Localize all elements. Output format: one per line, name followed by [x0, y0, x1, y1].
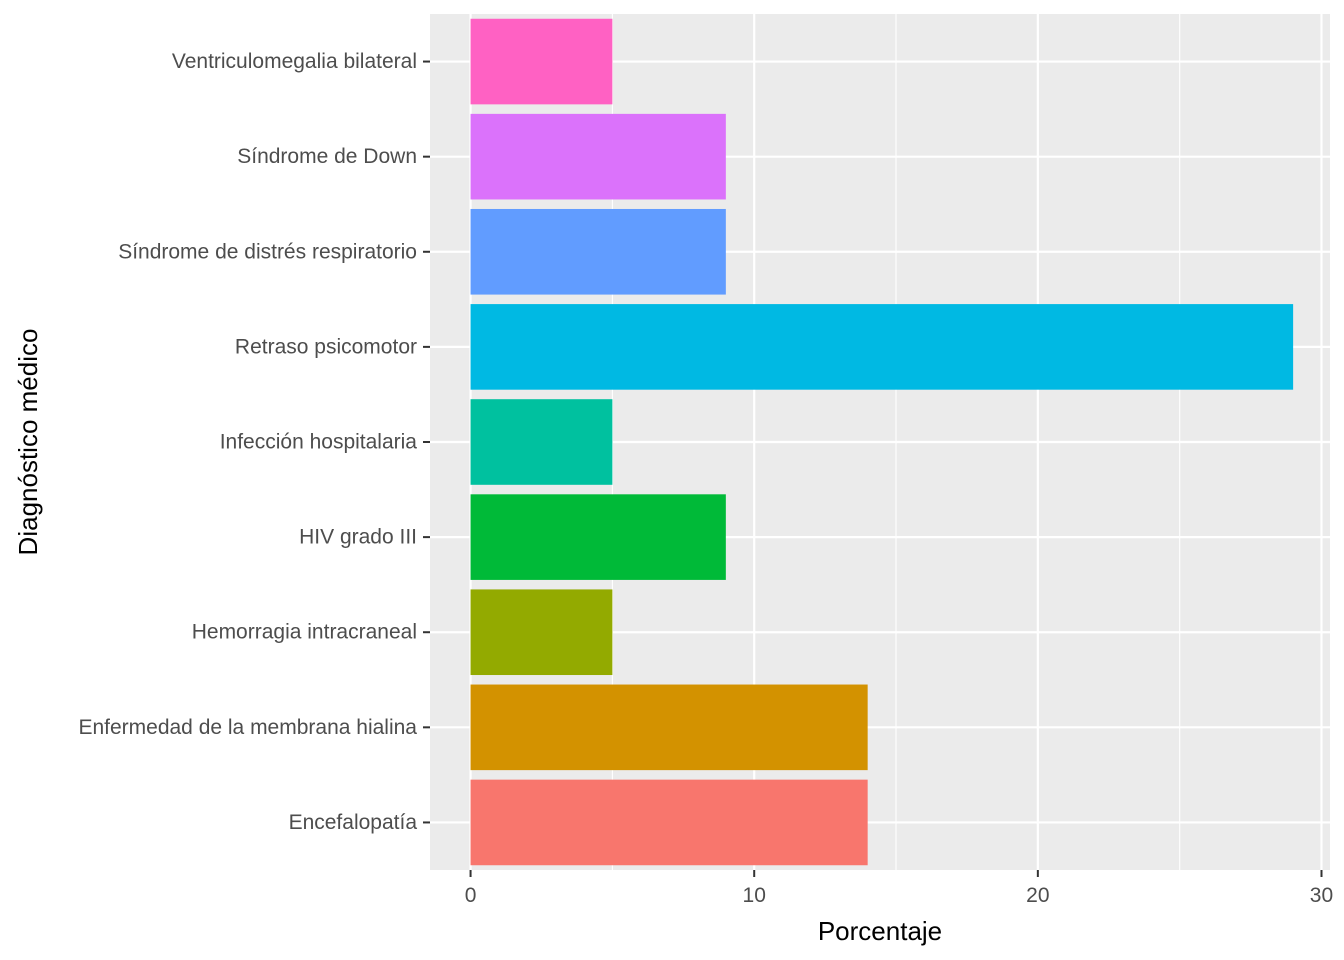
x-axis: 0 10 20 30	[465, 870, 1333, 907]
bar	[470, 18, 613, 105]
x-tick-label: 0	[465, 884, 477, 907]
y-axis-title: Diagnóstico médico	[13, 329, 43, 556]
bar	[470, 113, 726, 200]
y-tick-label: Enfermedad de la membrana hialina	[78, 716, 417, 739]
x-tick-label: 20	[1026, 884, 1049, 907]
x-tick-label: 30	[1310, 884, 1333, 907]
bar	[470, 304, 1294, 390]
y-tick-label: Síndrome de Down	[237, 145, 417, 168]
x-tick-label: 10	[743, 884, 766, 907]
bar	[470, 208, 726, 295]
bar	[470, 589, 613, 676]
bar	[470, 779, 868, 866]
y-tick-label: Ventriculomegalia bilateral	[172, 50, 417, 73]
bar	[470, 684, 868, 771]
bars	[470, 18, 1294, 866]
y-axis: Encefalopatía Enfermedad de la membrana h…	[78, 50, 430, 834]
y-tick-label: Hemorragia intracraneal	[192, 621, 417, 644]
y-tick-label: Retraso psicomotor	[235, 335, 417, 358]
y-tick-label: HIV grado III	[299, 526, 417, 549]
y-tick-label: Encefalopatía	[289, 811, 418, 834]
x-axis-title: Porcentaje	[818, 916, 942, 946]
y-tick-label: Síndrome de distrés respiratorio	[118, 240, 417, 263]
y-tick-label: Infección hospitalaria	[220, 431, 418, 454]
bar	[470, 494, 726, 580]
bar	[470, 399, 613, 485]
